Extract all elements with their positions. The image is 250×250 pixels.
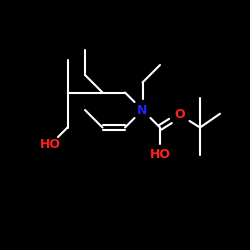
Text: O: O [175,108,185,122]
Text: N: N [137,104,148,117]
Text: HO: HO [150,148,171,162]
Text: HO: HO [40,138,60,151]
